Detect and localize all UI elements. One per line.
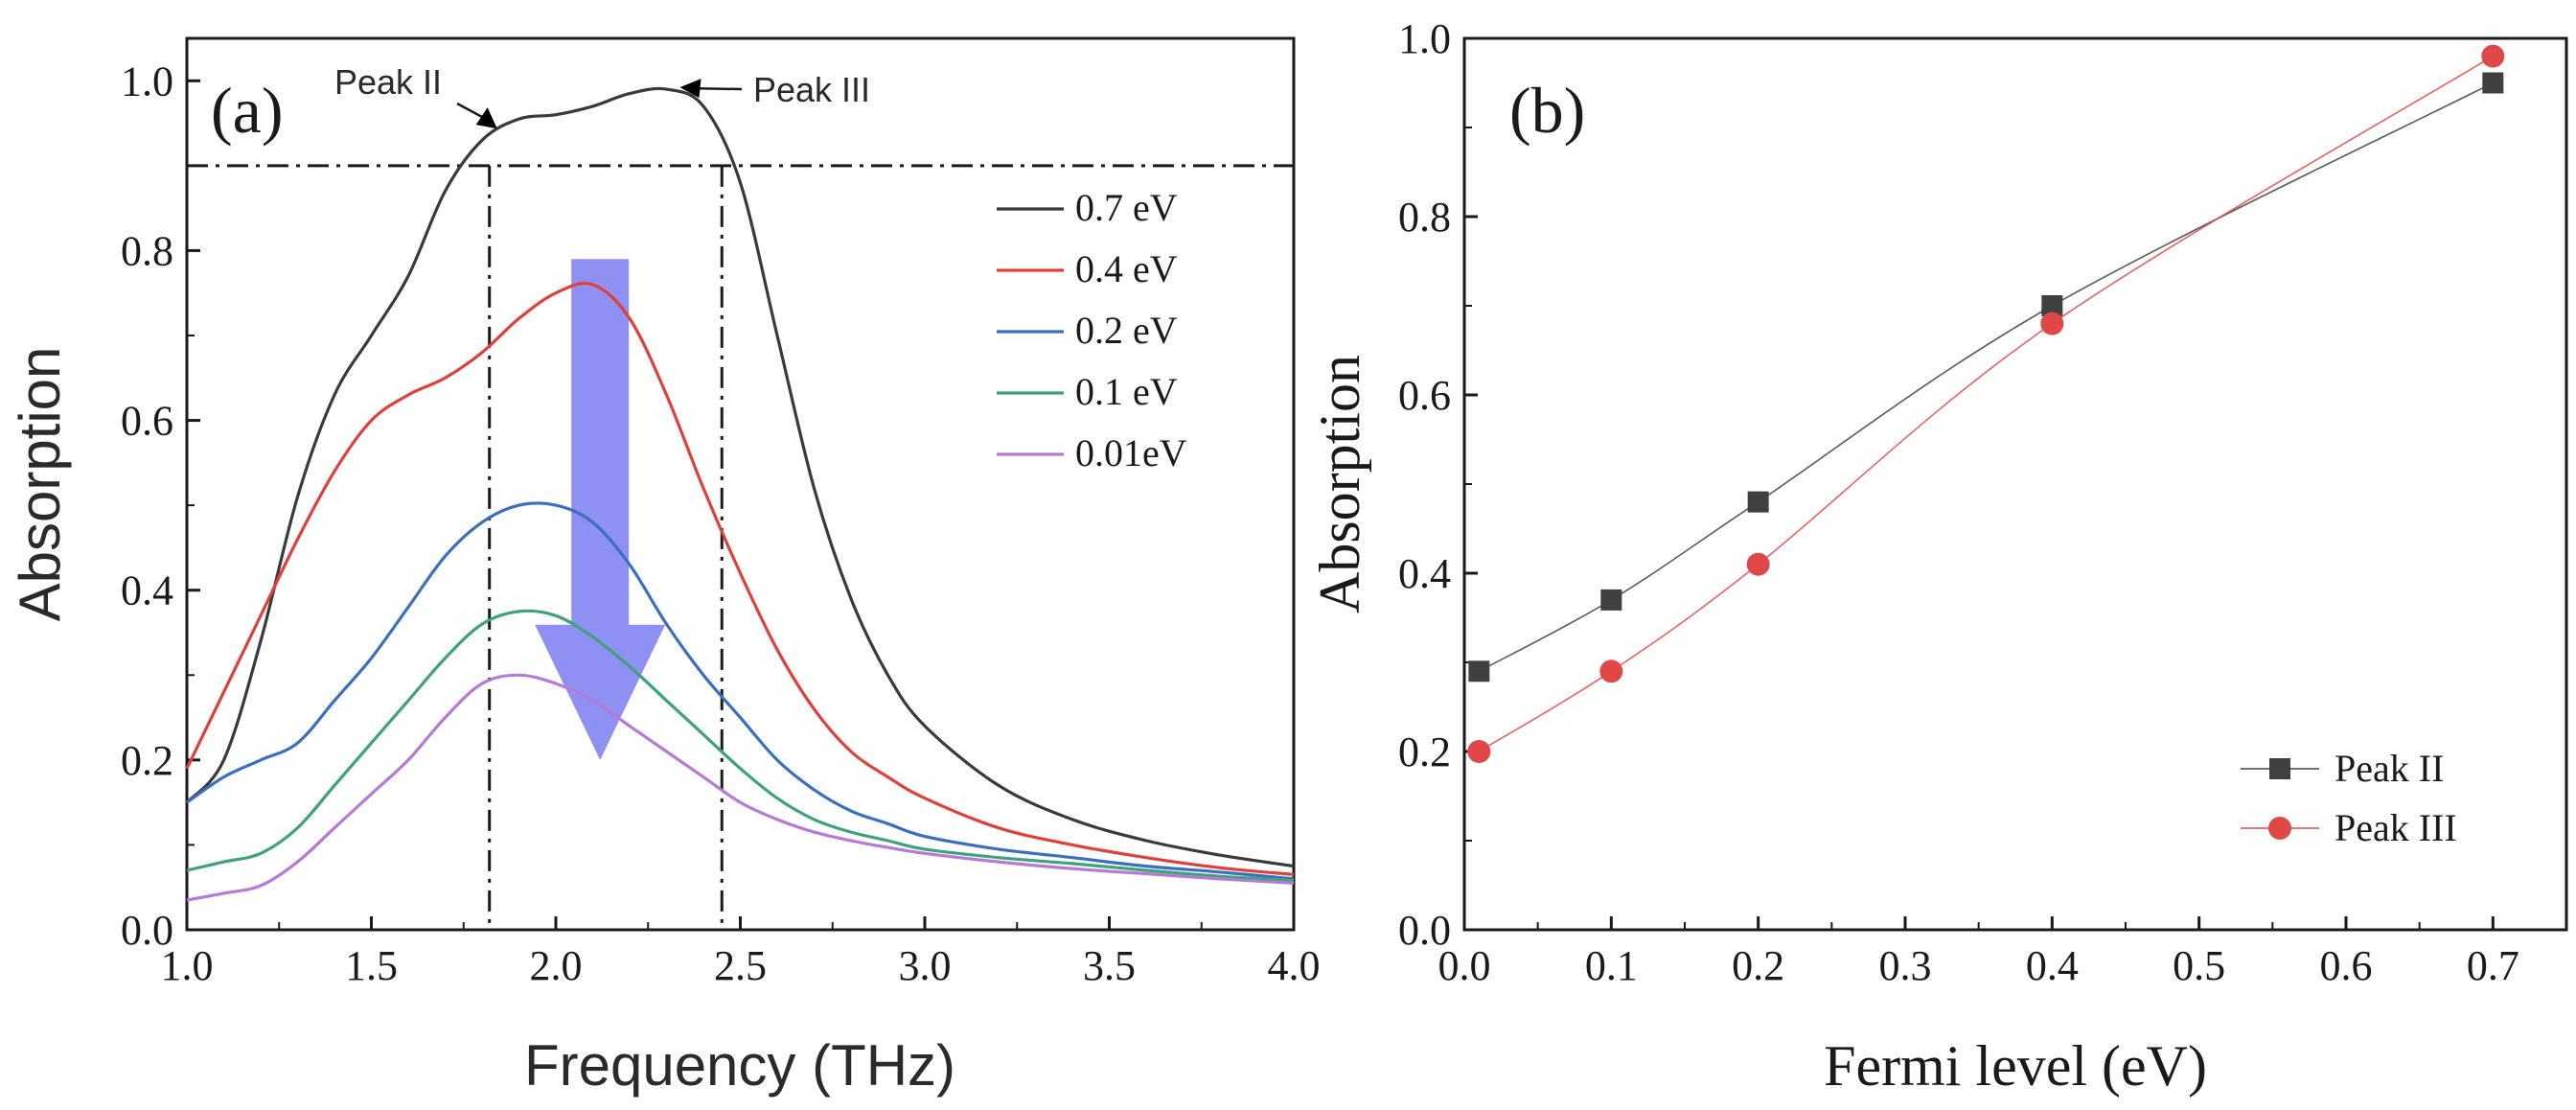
- panel-a-xlabel: Frequency (THz): [524, 1033, 955, 1098]
- panel-b-point-1-0: [1467, 740, 1491, 763]
- panel-a-ytick-label: 1.0: [121, 58, 173, 104]
- panel-b-ytick-label: 0.6: [1398, 372, 1451, 419]
- panel-a-legend-label-1: 0.4 eV: [1075, 247, 1178, 290]
- panel-b-series-line-0: [1478, 81, 2494, 673]
- panel-a-xtick-label: 1.0: [161, 942, 214, 989]
- panel-b-legend-label-1: Peak III: [2334, 806, 2457, 849]
- panel-a-ylabel: Absorption: [8, 347, 72, 622]
- panel-a-xtick-label: 3.5: [1083, 942, 1136, 989]
- peak-ii-annotation: Peak II: [334, 62, 442, 102]
- panel-b-xtick-label: 0.5: [2173, 942, 2225, 989]
- panel-b-point-1-3: [2040, 312, 2064, 335]
- panel-a-trend-arrow: [535, 259, 666, 760]
- panel-a-ytick-label: 0.0: [121, 907, 173, 954]
- panel-a-ytick-label: 0.4: [121, 567, 173, 614]
- panel-a-xtick-label: 3.0: [899, 942, 952, 989]
- panel-b-xtick-label: 0.6: [2320, 942, 2373, 989]
- panel-a-ytick-label: 0.8: [121, 227, 173, 274]
- panel-a-legend-label-3: 0.1 eV: [1075, 370, 1178, 413]
- panel-a-series-line-4: [186, 673, 1295, 902]
- panel-a-series-line-0: [185, 86, 1295, 868]
- panel-a-ytick-label: 0.2: [121, 737, 173, 784]
- panel-b-point-1-1: [1599, 659, 1623, 683]
- panel-b-xlabel: Fermi level (eV): [1824, 1034, 2207, 1098]
- peak-iii-annotation: Peak III: [753, 70, 870, 109]
- panel-a-frame: [185, 36, 1296, 932]
- panel-a-legend-label-4: 0.01eV: [1075, 431, 1187, 474]
- peak-ii-arrowhead-icon: [475, 107, 497, 129]
- panel-a-ticks: 1.0 1.5 2.0 2.5 3.0 3.5 4.0 0.0 0.2 0.4 0.6 0.8 1.0: [121, 58, 1321, 989]
- down-arrow-icon: [535, 259, 666, 760]
- panel-a-xtick-label: 4.0: [1268, 942, 1321, 989]
- panel-b-ticks: 0.0 0.1 0.2 0.3 0.4 0.5 0.6 0.7 0.0 0.2 0.4 0.6 0.8 1…: [1398, 15, 2519, 989]
- panel-b-series: [1467, 44, 2505, 763]
- panel-a-series: [185, 86, 1295, 902]
- panel-b-xtick-label: 0.0: [1438, 942, 1491, 989]
- panel-b-point-0-0: [1468, 660, 1490, 682]
- panel-a-label: (a): [211, 74, 283, 147]
- panel-b-ytick-label: 0.2: [1398, 728, 1451, 775]
- panel-a-ytick-label: 0.6: [121, 398, 173, 445]
- panel-a-legend-label-0: 0.7 eV: [1075, 186, 1178, 229]
- panel-a-legend-label-2: 0.2 eV: [1075, 309, 1178, 352]
- panel-b-legend: Peak II Peak III: [2241, 747, 2457, 849]
- panel-b-ytick-label: 0.8: [1398, 194, 1451, 241]
- panel-b-frame: [1462, 36, 2568, 932]
- panel-b-ytick-label: 0.0: [1398, 907, 1451, 954]
- panel-a-series-line-3: [186, 609, 1295, 883]
- panel-a: 1.0 1.5 2.0 2.5 3.0 3.5 4.0 0.0 0.2 0.4 0.6 0.81.0 …: [8, 36, 1321, 1098]
- panel-a-reference-lines: [187, 164, 1294, 930]
- panel-b-xtick-label: 0.1: [1585, 942, 1638, 989]
- panel-b-point-1-4: [2481, 44, 2505, 68]
- panel-b-point-0-1: [1600, 589, 1622, 611]
- panel-a-series-line-2: [186, 501, 1295, 881]
- panel-b-label: (b): [1509, 74, 1585, 147]
- panel-b-legend-marker-1: [2268, 817, 2291, 840]
- panel-a-series-line-1: [185, 281, 1295, 876]
- panel-a-xtick-label: 2.5: [714, 942, 767, 989]
- panel-b-series-line-1: [1478, 55, 2494, 752]
- panel-b-point-0-3: [2041, 295, 2063, 316]
- panel-b-point-0-4: [2482, 72, 2504, 94]
- panel-a-annotations: Peak II Peak III: [334, 62, 870, 129]
- panel-b-ytick-label: 1.0: [1398, 15, 1451, 62]
- panel-b-point-1-2: [1746, 552, 1770, 576]
- panel-b-xtick-label: 0.3: [1879, 942, 1932, 989]
- panel-b-point-0-2: [1747, 491, 1769, 513]
- panel-b-xtick-label: 0.4: [2026, 942, 2079, 989]
- panel-a-legend: 0.7 eV 0.4 eV 0.2 eV 0.1 eV 0.01eV: [997, 186, 1187, 474]
- panel-a-xtick-label: 1.5: [345, 942, 398, 989]
- panel-b-legend-marker-0: [2269, 758, 2290, 779]
- panel-b-ytick-label: 0.4: [1398, 550, 1451, 597]
- panel-b-xtick-label: 0.2: [1732, 942, 1784, 989]
- peak-iii-arrowhead-icon: [679, 79, 702, 99]
- panel-b-legend-label-0: Peak II: [2334, 747, 2444, 790]
- panel-b: 0.0 0.1 0.2 0.3 0.4 0.5 0.6 0.7 0.0 0.2 0.4 0.6 0.8 1…: [1308, 15, 2568, 1098]
- panel-b-ylabel: Absorption: [1308, 355, 1371, 613]
- panel-a-xtick-label: 2.0: [530, 942, 583, 989]
- panel-b-xtick-label: 0.7: [2467, 942, 2519, 989]
